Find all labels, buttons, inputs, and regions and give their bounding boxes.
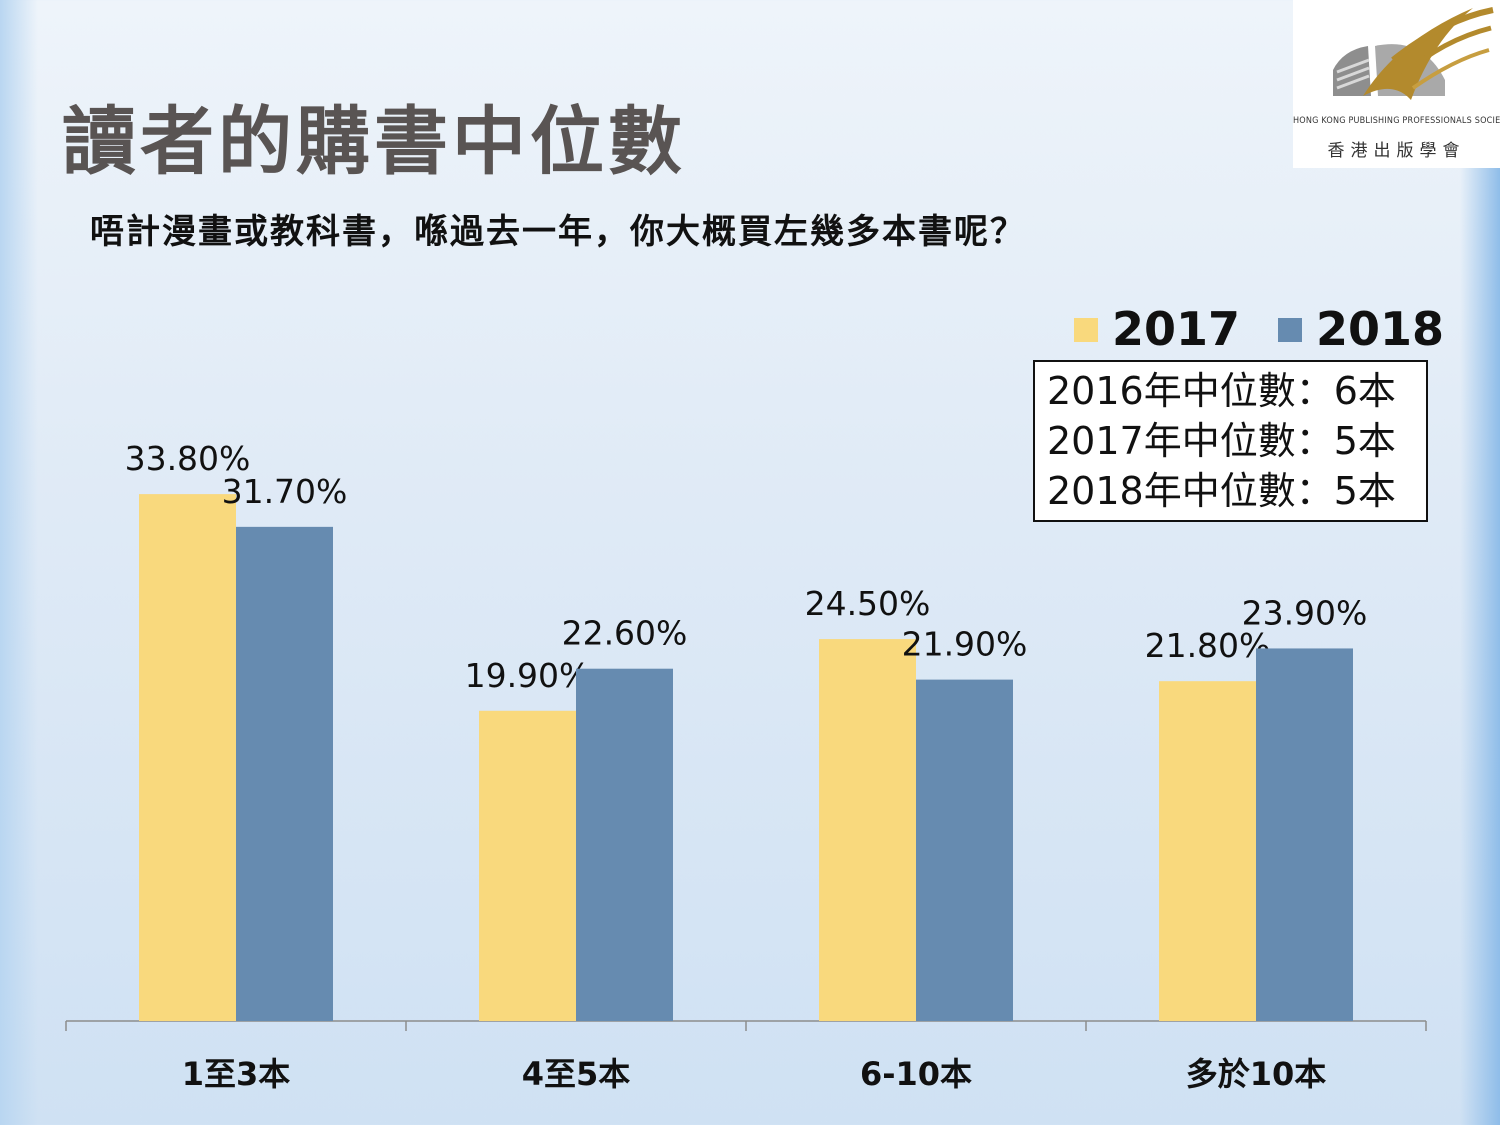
bar-2018-0: [236, 526, 333, 1021]
category-label-2: 6-10本: [860, 1055, 972, 1093]
logo-english-text: HONG KONG PUBLISHING PROFESSIONALS SOCIE…: [1293, 116, 1500, 126]
category-label-0: 1至3本: [182, 1055, 291, 1093]
page-title: 讀者的購書中位數: [62, 99, 686, 185]
bar-2018-1: [576, 668, 673, 1021]
median-2017: 2017年中位數：5本: [1047, 419, 1396, 463]
data-label-2018-3: 23.90%: [1242, 593, 1368, 632]
right-edge-gradient: [1460, 0, 1500, 1125]
survey-question: 唔計漫畫或教科書，喺過去一年，你大概買左幾多本書呢？: [90, 212, 1026, 252]
median-2016: 2016年中位數：6本: [1047, 369, 1396, 413]
data-label-2017-0: 33.80%: [125, 439, 251, 478]
legend-label-2018: 2018: [1316, 302, 1445, 356]
hkpps-logo: HONG KONG PUBLISHING PROFESSIONALS SOCIE…: [1293, 0, 1500, 168]
legend-swatch-2017: [1074, 318, 1098, 342]
median-2018: 2018年中位數：5本: [1047, 469, 1396, 513]
bar-2017-2: [819, 639, 916, 1021]
data-label-2018-0: 31.70%: [222, 472, 348, 511]
data-label-2017-2: 24.50%: [805, 584, 931, 623]
legend-label-2017: 2017: [1112, 302, 1241, 356]
bar-2017-3: [1159, 681, 1256, 1021]
category-label-3: 多於10本: [1186, 1055, 1327, 1093]
median-summary-box: 2016年中位數：6本 2017年中位數：5本 2018年中位數：5本: [1033, 360, 1428, 522]
data-label-2018-1: 22.60%: [562, 614, 688, 653]
bar-2017-0: [139, 494, 236, 1021]
category-label-1: 4至5本: [522, 1055, 631, 1093]
logo-chinese-text: 香港出版學會: [1327, 141, 1466, 161]
bar-2018-3: [1256, 648, 1353, 1021]
legend-swatch-2018: [1278, 318, 1302, 342]
bar-2018-2: [916, 679, 1013, 1021]
data-label-2017-1: 19.90%: [465, 656, 591, 695]
chart-legend: 2017 2018: [1074, 300, 1444, 360]
logo-emblem-icon: [1333, 7, 1494, 100]
data-label-2017-3: 21.80%: [1145, 626, 1271, 665]
bar-2017-1: [479, 710, 576, 1021]
left-edge-gradient: [0, 0, 38, 1125]
data-label-2018-2: 21.90%: [902, 625, 1028, 664]
